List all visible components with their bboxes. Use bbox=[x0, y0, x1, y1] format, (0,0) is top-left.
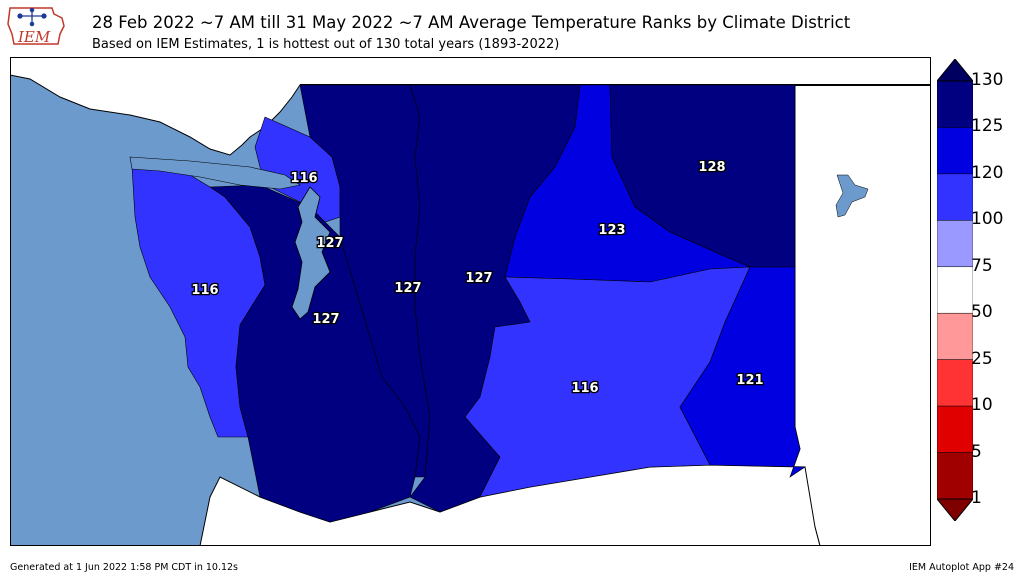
page-subtitle: Based on IEM Estimates, 1 is hottest out… bbox=[92, 37, 560, 52]
colorbar-tick-label: 75 bbox=[971, 255, 993, 276]
colorbar-tick-label: 125 bbox=[971, 116, 1004, 137]
rank-label-north-cascades: 127 bbox=[394, 281, 421, 296]
colorbar-segment bbox=[937, 173, 973, 221]
district-southeastern bbox=[679, 266, 806, 478]
colorbar-tick-label: 25 bbox=[971, 348, 993, 369]
colorbar bbox=[937, 59, 973, 521]
rank-label-east-slope: 127 bbox=[465, 271, 492, 286]
puget-sound-water bbox=[291, 186, 331, 320]
colorbar-segments bbox=[937, 80, 973, 500]
colorbar-extend-top bbox=[937, 59, 973, 82]
footer-app: IEM Autoplot App #24 bbox=[909, 562, 1014, 573]
colorbar-segment bbox=[937, 127, 973, 175]
colorbar-segment bbox=[937, 220, 973, 268]
colorbar-tick-label: 120 bbox=[971, 162, 1004, 183]
footer-generated: Generated at 1 Jun 2022 1:58 PM CDT in 1… bbox=[10, 562, 239, 573]
page-title: 28 Feb 2022 ~7 AM till 31 May 2022 ~7 AM… bbox=[92, 13, 851, 32]
colorbar-segment bbox=[937, 359, 973, 407]
colorbar-segment bbox=[937, 80, 973, 128]
rank-label-puget: 127 bbox=[312, 312, 339, 327]
colorbar-tick-label: 10 bbox=[971, 395, 993, 416]
strait-water bbox=[129, 156, 301, 190]
rank-label-olympic: 116 bbox=[191, 283, 218, 298]
colorbar-tick-label: 130 bbox=[971, 70, 1004, 90]
rank-label-okanogan: 123 bbox=[598, 223, 625, 238]
colorbar-segment bbox=[937, 452, 973, 500]
colorbar-segment bbox=[937, 266, 973, 314]
colorbar-tick-label: 1 bbox=[971, 488, 982, 508]
rank-label-cascades-west: 127 bbox=[316, 236, 343, 251]
colorbar-tick-label: 100 bbox=[971, 209, 1004, 230]
district-map: 116 127 116 127 127 127 116 123 128 121 bbox=[10, 57, 931, 546]
colorbar-segment bbox=[937, 405, 973, 453]
rank-label-central-plains: 116 bbox=[571, 381, 598, 396]
rank-label-southeastern: 121 bbox=[736, 373, 763, 388]
colorbar-segment bbox=[937, 312, 973, 360]
district-northeastern bbox=[609, 84, 796, 268]
colorbar-tick-label: 5 bbox=[971, 441, 982, 462]
lake bbox=[835, 174, 869, 218]
district-central-plains bbox=[464, 266, 751, 498]
colorbar-tick-label: 50 bbox=[971, 302, 993, 323]
idaho-land bbox=[789, 84, 931, 546]
rank-label-puget-north: 116 bbox=[290, 171, 317, 186]
colorbar-extend-bottom bbox=[937, 498, 973, 521]
iem-logo: IEM bbox=[7, 7, 65, 46]
logo-text: IEM bbox=[17, 28, 51, 46]
rank-label-northeastern: 128 bbox=[698, 160, 725, 175]
